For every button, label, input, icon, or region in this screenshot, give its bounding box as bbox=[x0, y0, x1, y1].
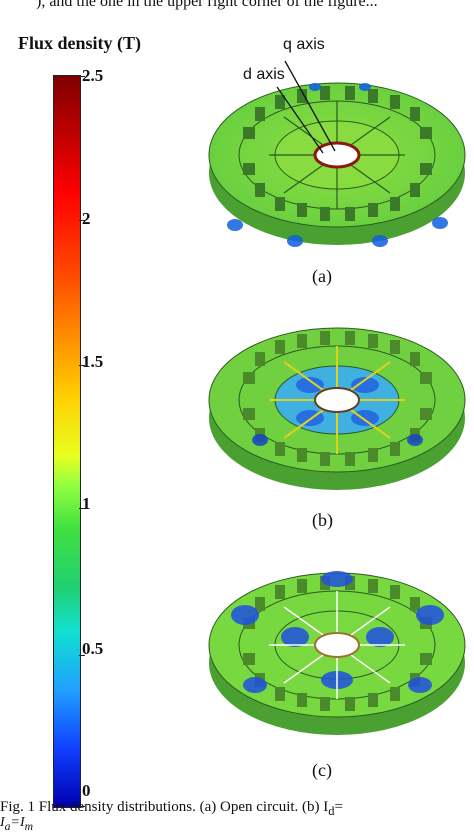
caption2-sub2: m bbox=[24, 819, 34, 833]
caption2-sub1: a bbox=[4, 819, 11, 833]
rotor-bore bbox=[314, 387, 360, 413]
figure-caption: Fig. 1 Flux density distributions. (a) O… bbox=[0, 799, 474, 819]
subfigure-label-b: (b) bbox=[312, 510, 333, 530]
caption-text-end: = bbox=[334, 799, 344, 815]
colorbar-title: Flux density (T) bbox=[18, 33, 142, 53]
d-axis-label: d axis bbox=[243, 66, 285, 83]
colorbar-tickmark bbox=[79, 655, 85, 656]
colorbar-tickmark bbox=[79, 508, 85, 509]
colorbar-tick-1.5: 1.5 bbox=[82, 352, 104, 371]
colorbar-tick-0: 0 bbox=[82, 781, 91, 800]
colorbar bbox=[53, 75, 81, 808]
cropped-text-fragment: ), and the one in the upper right corner… bbox=[0, 0, 474, 11]
caption-text: Fig. 1 Flux density distributions. (a) O… bbox=[0, 799, 329, 815]
caption-subscript: d bbox=[328, 804, 335, 818]
subfigure-label-c: (c) bbox=[312, 760, 332, 780]
d-axis-arrow bbox=[276, 86, 324, 154]
colorbar-tickmark bbox=[79, 806, 85, 807]
colorbar-tick-1: 1 bbox=[82, 494, 91, 513]
rotor-bore bbox=[313, 141, 361, 169]
motor-disk-open-circuit bbox=[208, 60, 466, 247]
motor-disk-q-axis-current bbox=[208, 571, 466, 735]
colorbar-tickmark bbox=[79, 365, 85, 366]
colorbar-tick-0.5: 0.5 bbox=[82, 639, 104, 658]
caption2-mid: =I bbox=[10, 815, 25, 830]
figure-caption-line2: Ia=Im bbox=[0, 815, 33, 833]
rotor-bore bbox=[314, 632, 360, 658]
colorbar-tick-2: 2 bbox=[82, 209, 91, 228]
motor-disk-d-axis-current bbox=[208, 327, 466, 490]
colorbar-tickmark bbox=[79, 76, 85, 77]
colorbar-tickmark bbox=[79, 220, 85, 221]
cropped-text: ), and the one in the upper right corner… bbox=[36, 0, 378, 10]
caption2-text: I bbox=[0, 815, 5, 830]
subfigure-label-a: (a) bbox=[312, 266, 332, 286]
q-axis-arrow bbox=[284, 60, 336, 152]
colorbar-tick-2.5: 2.5 bbox=[82, 66, 104, 85]
q-axis-label: q axis bbox=[283, 36, 325, 53]
